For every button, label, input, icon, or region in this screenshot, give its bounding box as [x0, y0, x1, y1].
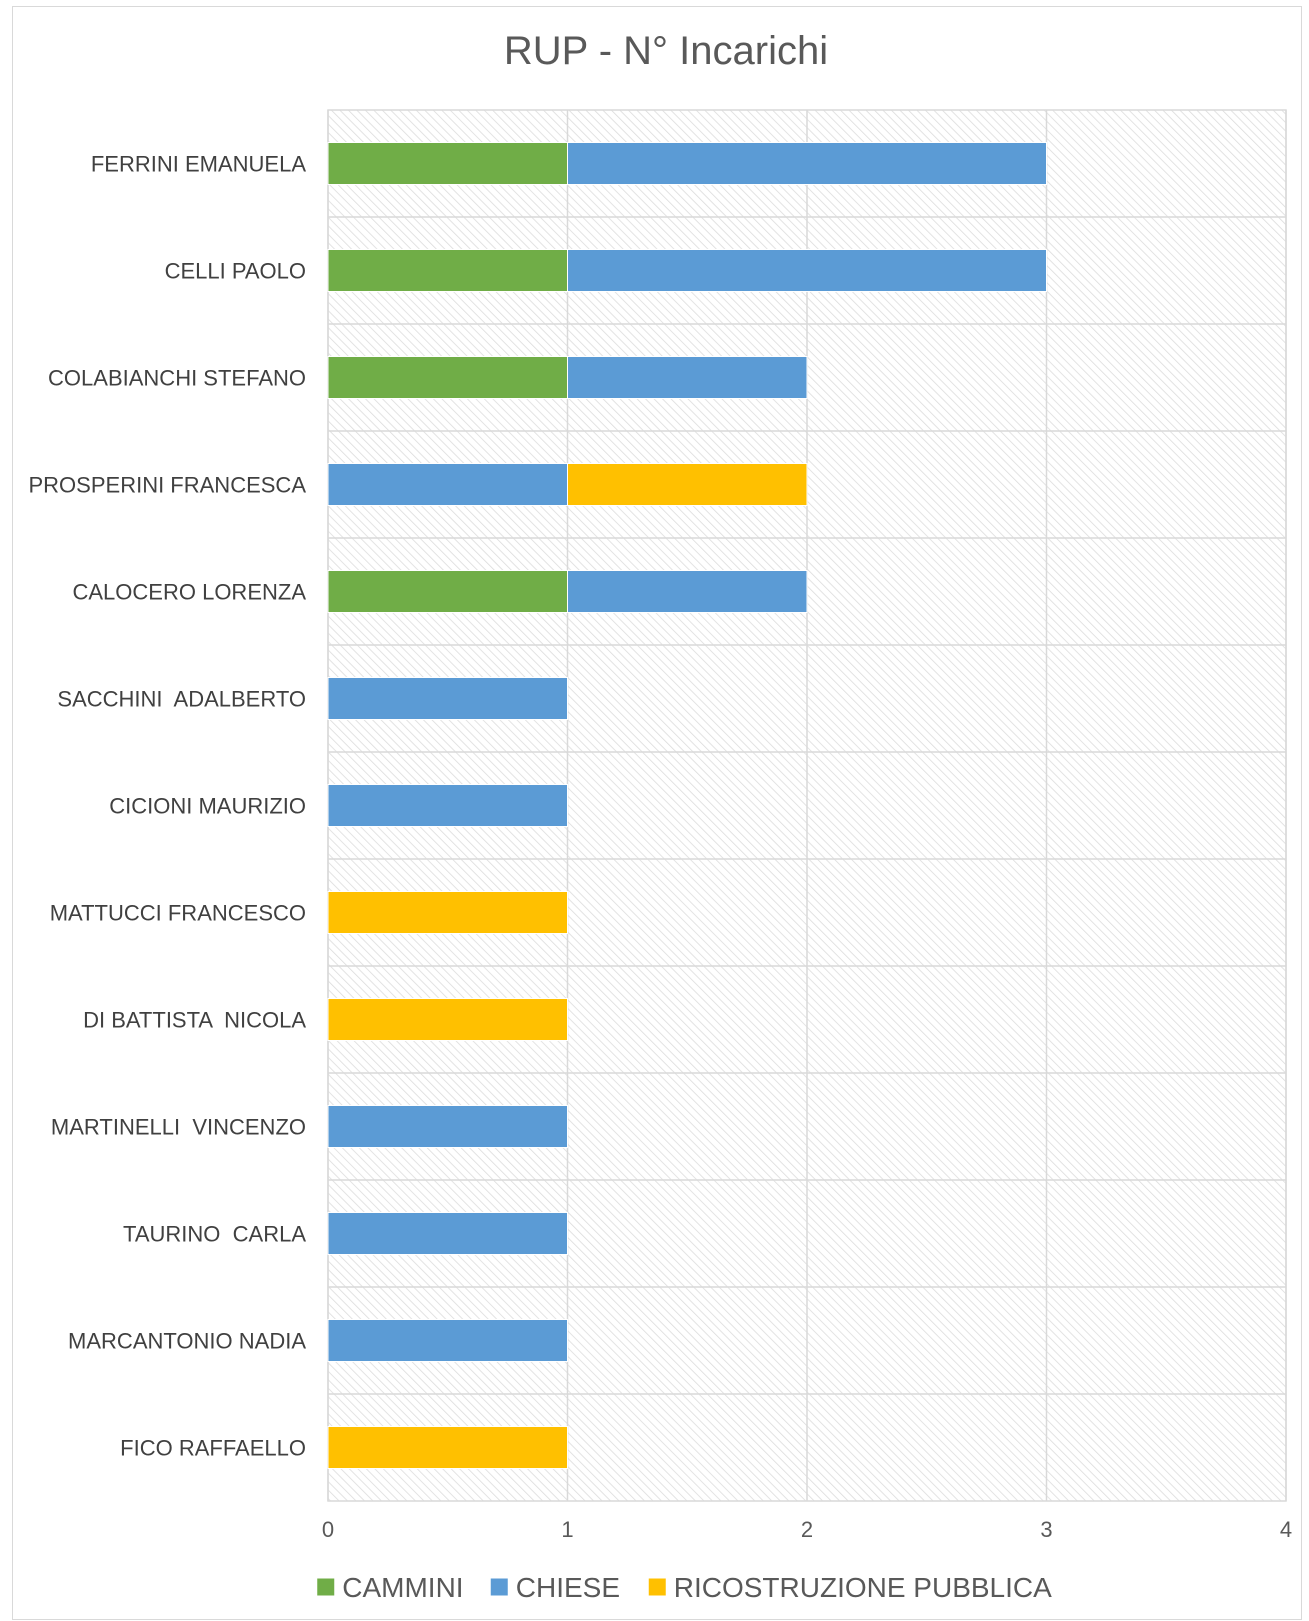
bar-segment: [327, 891, 568, 934]
x-tick-label: 4: [1280, 1517, 1292, 1542]
category-label: CICIONI MAURIZIO: [109, 794, 306, 819]
x-tick-label: 3: [1040, 1517, 1052, 1542]
category-label: CELLI PAOLO: [165, 259, 306, 284]
bar-segment: [327, 677, 568, 720]
legend-swatch: [490, 1578, 508, 1596]
bar-segment: [327, 463, 568, 506]
bar-segment: [567, 142, 1047, 185]
category-label: MATTUCCI FRANCESCO: [50, 901, 306, 926]
bar-segment: [327, 1105, 568, 1148]
category-label: MARTINELLI VINCENZO: [51, 1115, 306, 1140]
bar-segment: [327, 784, 568, 827]
category-label: SACCHINI ADALBERTO: [57, 687, 306, 712]
x-axis-tick-labels: 0 1 2 3 4: [322, 1517, 1292, 1542]
x-tick-label: 0: [322, 1517, 334, 1542]
bar-segment: [567, 463, 808, 506]
x-tick-label: 2: [801, 1517, 813, 1542]
legend-swatch: [317, 1578, 335, 1596]
bar-segment: [327, 249, 568, 292]
bar-segment: [327, 356, 568, 399]
category-label: COLABIANCHI STEFANO: [48, 366, 306, 391]
bar-segment: [327, 1319, 568, 1362]
legend-label: CAMMINI: [342, 1572, 463, 1603]
legend-swatch: [648, 1578, 666, 1596]
legend: CAMMINI CHIESE RICOSTRUZIONE PUBBLICA: [317, 1572, 1052, 1603]
bar-segment: [327, 570, 568, 613]
category-labels: FERRINI EMANUELA CELLI PAOLO COLABIANCHI S…: [29, 152, 307, 1461]
category-label: FERRINI EMANUELA: [91, 152, 306, 177]
category-label: DI BATTISTA NICOLA: [83, 1008, 306, 1033]
legend-label: CHIESE: [516, 1572, 620, 1603]
legend-label: RICOSTRUZIONE PUBBLICA: [674, 1572, 1052, 1603]
bar-segment: [567, 356, 808, 399]
bar-segment: [327, 1212, 568, 1255]
bar-segment: [567, 249, 1047, 292]
category-label: FICO RAFFAELLO: [120, 1436, 306, 1461]
chart-title: RUP - N° Incarichi: [504, 29, 828, 73]
bar-segment: [327, 142, 568, 185]
bar-segment: [327, 1426, 568, 1469]
category-label: TAURINO CARLA: [123, 1222, 306, 1247]
category-label: PROSPERINI FRANCESCA: [29, 473, 307, 498]
bar-segment: [567, 570, 808, 613]
bar-segment: [327, 998, 568, 1041]
bars: [327, 142, 1047, 1469]
x-tick-label: 1: [561, 1517, 573, 1542]
category-label: CALOCERO LORENZA: [73, 580, 307, 605]
category-label: MARCANTONIO NADIA: [68, 1329, 306, 1354]
